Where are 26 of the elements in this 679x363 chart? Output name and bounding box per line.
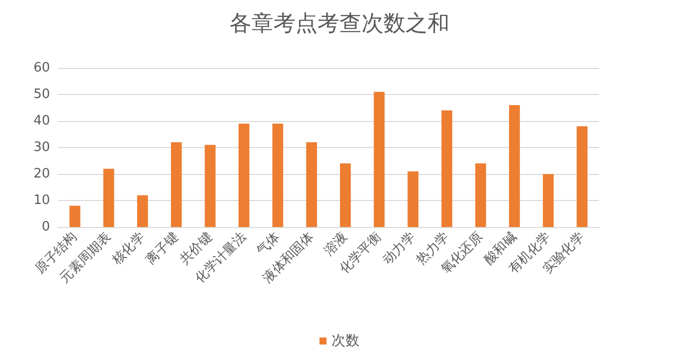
bar — [576, 126, 588, 227]
bar — [137, 195, 148, 227]
bar — [69, 206, 80, 227]
bar — [509, 105, 520, 227]
x-tick-label: 离子键 — [142, 228, 182, 268]
bar — [340, 163, 351, 227]
bar — [374, 92, 385, 227]
bar — [103, 168, 114, 227]
legend-label: 次数 — [332, 333, 360, 349]
bar — [272, 124, 284, 227]
bar — [408, 171, 418, 227]
bar — [238, 124, 250, 227]
bar — [170, 142, 182, 227]
y-tick-label: 50 — [33, 87, 50, 102]
bar — [441, 110, 452, 227]
y-tick-label: 0 — [42, 220, 50, 234]
bar — [204, 144, 216, 227]
chart-title: 各章考点考查次数之和 — [230, 12, 450, 36]
bar — [542, 174, 554, 227]
y-tick-label: 10 — [33, 193, 50, 208]
bar — [475, 163, 486, 227]
bar — [306, 142, 318, 227]
y-tick-label: 60 — [33, 60, 50, 76]
y-tick-label: 20 — [33, 166, 50, 182]
y-tick-label: 30 — [33, 140, 50, 155]
y-tick-label: 40 — [33, 114, 50, 128]
